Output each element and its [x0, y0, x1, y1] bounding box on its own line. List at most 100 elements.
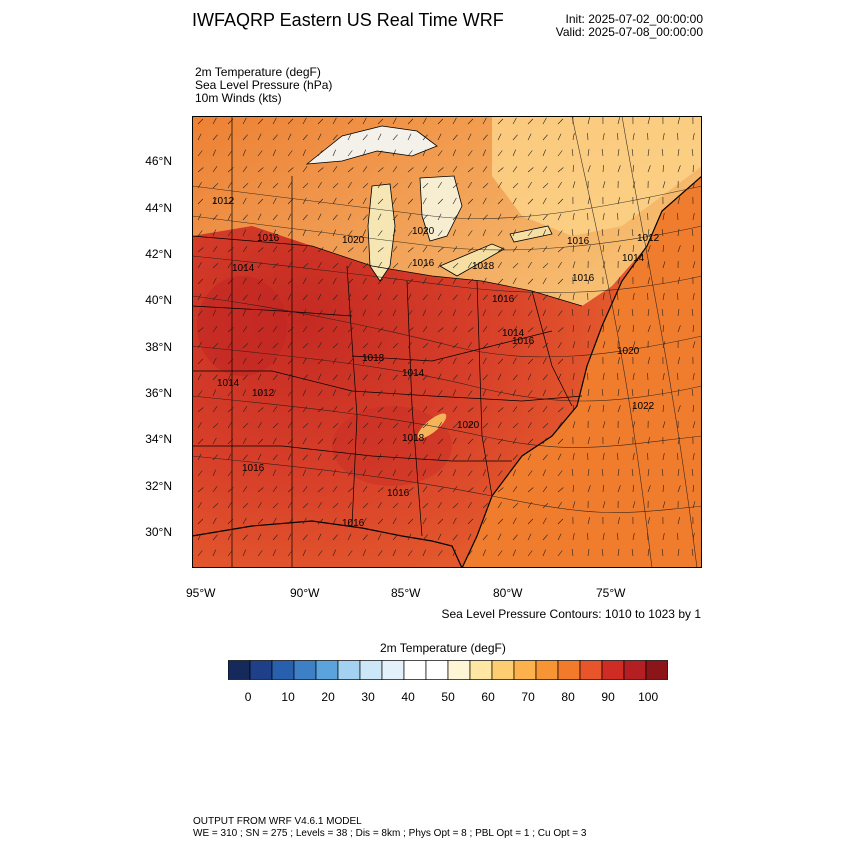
wind-barb — [617, 532, 619, 541]
wind-barb — [242, 469, 246, 477]
wind-barb — [482, 117, 487, 125]
wind-barb — [302, 534, 308, 541]
wind-barb — [287, 421, 292, 429]
colorbar-label: 60 — [481, 690, 495, 704]
wind-barb — [572, 484, 574, 493]
wind-barb — [617, 325, 621, 333]
pressure-label: 1022 — [632, 401, 655, 412]
wind-barb — [392, 374, 398, 381]
pressure-label: 1016 — [242, 463, 265, 474]
wind-barb — [302, 309, 306, 317]
wind-barb — [227, 550, 233, 557]
colorbar-swatch — [271, 660, 295, 680]
wind-barb — [542, 309, 546, 317]
wind-barb — [482, 389, 486, 397]
colorbar-label: 50 — [441, 690, 455, 704]
wind-barb — [227, 533, 232, 541]
wind-barb — [661, 469, 664, 477]
wind-barb — [257, 150, 263, 157]
wind-barb — [347, 390, 353, 397]
wind-barb — [302, 117, 307, 125]
valid-time: Valid: 2025-07-08_00:00:00 — [555, 25, 703, 39]
wind-barb — [437, 390, 443, 397]
wind-barb — [497, 487, 504, 493]
wind-barb — [377, 198, 384, 205]
wind-barb — [692, 244, 694, 253]
wind-barb — [197, 341, 202, 349]
footer-model: OUTPUT FROM WRF V4.6.1 MODEL — [193, 816, 362, 827]
longitude-label: 75°W — [596, 586, 626, 600]
wind-barb — [287, 518, 294, 525]
wind-barb — [542, 166, 548, 173]
pressure-label: 1018 — [472, 261, 495, 272]
wind-barb — [647, 469, 650, 477]
wind-barb — [227, 470, 233, 477]
wind-barb — [317, 453, 322, 461]
wind-barb — [212, 374, 218, 381]
wind-barb — [257, 278, 264, 285]
wind-barb — [497, 181, 502, 189]
wind-barb — [452, 469, 456, 477]
wind-barb — [692, 213, 695, 221]
wind-barb — [467, 230, 473, 237]
wind-barb — [527, 390, 533, 397]
wind-barb — [302, 422, 309, 429]
wind-barb — [392, 277, 397, 285]
wind-barb — [392, 357, 397, 365]
wind-barb — [197, 310, 203, 317]
wind-barb — [197, 293, 202, 301]
wind-barb — [542, 517, 547, 525]
wind-barb — [512, 149, 516, 157]
weather-map: 1012101610141020102010181016101610181014… — [192, 116, 702, 568]
wind-barb — [542, 342, 549, 349]
wind-barb — [362, 454, 368, 461]
wind-barb — [422, 166, 428, 173]
wind-barb — [452, 454, 458, 461]
wind-barb — [257, 293, 262, 301]
wind-barb — [542, 246, 548, 253]
wind-barb — [542, 357, 547, 365]
wind-barb — [692, 404, 694, 413]
wind-barb — [332, 422, 339, 429]
wind-barb — [542, 149, 546, 157]
wind-barb — [347, 293, 352, 301]
wind-barb — [392, 437, 397, 445]
wind-barb — [287, 550, 293, 557]
wind-barb — [422, 406, 428, 413]
wind-barb — [347, 453, 352, 461]
wind-barb — [257, 453, 262, 461]
wind-barb — [587, 117, 590, 125]
wind-barb — [302, 502, 309, 509]
wind-barb — [452, 326, 458, 333]
wind-barb — [257, 550, 263, 557]
wind-barb — [587, 325, 591, 333]
wind-barb — [257, 261, 262, 269]
wind-barb — [287, 150, 293, 157]
wind-barb — [392, 549, 396, 557]
wind-barb — [422, 549, 426, 557]
wind-barb — [407, 310, 413, 317]
wind-barb — [317, 373, 322, 381]
wind-barb — [332, 534, 338, 541]
wind-barb — [647, 212, 649, 221]
wind-barb — [302, 262, 309, 269]
wind-barb — [557, 358, 564, 365]
wind-barb — [617, 372, 619, 381]
wind-barb — [272, 517, 277, 525]
wind-barb — [422, 214, 428, 221]
wind-barb — [302, 437, 307, 445]
wind-barb — [197, 327, 204, 333]
wind-barb — [632, 133, 635, 141]
wind-barb — [497, 358, 504, 365]
wind-barb — [257, 373, 262, 381]
wind-barb — [542, 214, 548, 221]
wind-barb — [242, 134, 248, 141]
wind-barb — [422, 342, 429, 349]
wind-barb — [362, 309, 366, 317]
wind-barb — [572, 261, 576, 269]
pressure-label: 1016 — [412, 258, 435, 269]
wind-barb — [467, 198, 474, 205]
wind-barb — [691, 389, 694, 397]
wind-barb — [392, 389, 396, 397]
wind-barb — [602, 421, 606, 429]
